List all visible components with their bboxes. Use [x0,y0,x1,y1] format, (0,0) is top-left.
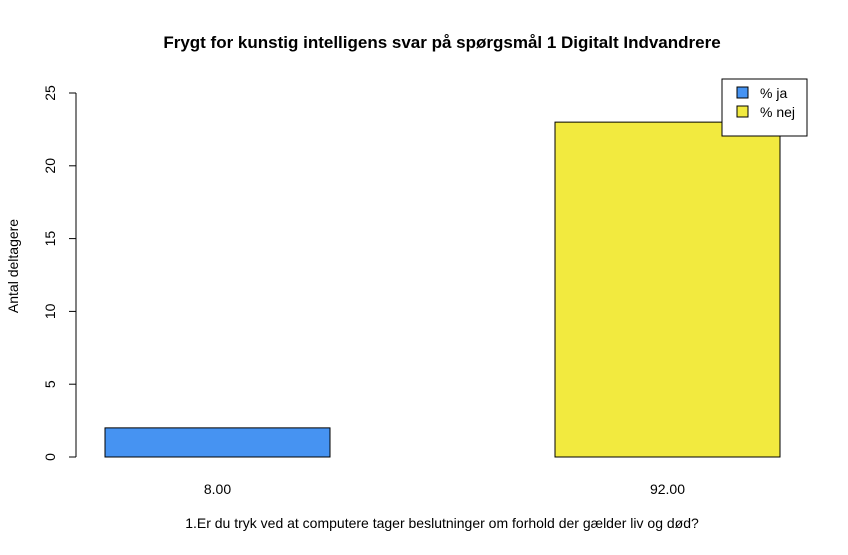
bar [104,427,331,458]
y-tick-label: 5 [42,380,58,388]
bar [554,121,781,458]
bars [104,121,781,458]
legend-label: % nej [760,104,795,120]
x-tick-label: 8.00 [204,481,231,497]
y-axis: 0 5 10 15 20 25 [42,85,77,461]
x-axis-label: 1.Er du tryk ved at computere tager besl… [185,515,699,531]
y-axis-label: Antal deltagere [5,219,21,313]
y-tick-label: 0 [42,453,58,461]
y-tick-label: 10 [42,303,58,319]
x-tick-label: 92.00 [650,481,685,497]
x-tick-labels: 8.00 92.00 [204,481,685,497]
y-tick-label: 25 [42,85,58,101]
chart-title: Frygt for kunstig intelligens svar på sp… [163,33,720,52]
legend-swatch [736,105,749,118]
legend: % ja % nej [721,78,808,137]
legend-swatch [736,86,749,99]
y-tick-label: 20 [42,158,58,174]
legend-label: % ja [760,85,787,101]
legend-box [721,78,808,137]
y-tick-label: 15 [42,231,58,247]
